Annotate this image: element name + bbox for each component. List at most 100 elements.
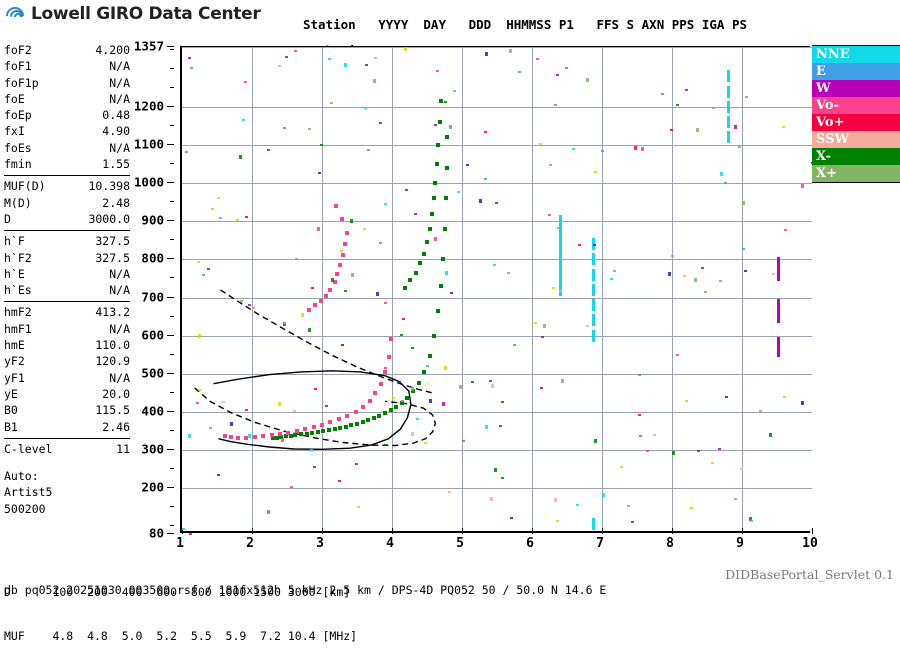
servlet-version: DIDBasePortal_Servlet 0.1 xyxy=(725,567,894,582)
noise-speckle xyxy=(411,347,415,350)
gridline-vertical xyxy=(252,47,253,534)
echo-point xyxy=(288,433,293,438)
noise-speckle xyxy=(449,291,453,294)
param-key: foF1p xyxy=(4,75,39,90)
echo-point xyxy=(261,434,266,439)
echo-point xyxy=(311,425,316,430)
x-tick-major xyxy=(602,528,603,534)
echo-point xyxy=(283,434,288,439)
noise-speckle xyxy=(344,290,348,293)
noise-speckle xyxy=(586,325,590,328)
param-key: foEp xyxy=(4,108,32,123)
echo-point xyxy=(433,181,438,186)
noise-speckle xyxy=(244,215,248,218)
noise-speckle xyxy=(410,387,414,392)
param-row: h`F2 327.5 xyxy=(4,250,130,266)
legend-item-ssw[interactable]: SSW xyxy=(812,131,900,148)
noise-speckle xyxy=(560,379,564,384)
noise-speckle xyxy=(676,353,680,356)
noise-speckle xyxy=(572,148,576,151)
noise-speckle xyxy=(703,290,707,293)
noise-speckle xyxy=(742,201,746,206)
y-tick-label: 700 xyxy=(141,289,164,305)
noise-speckle xyxy=(462,440,466,443)
legend-item-e[interactable]: E xyxy=(812,63,900,80)
legend-item-x[interactable]: X+ xyxy=(812,165,900,182)
echo-point xyxy=(726,100,730,113)
echo-point xyxy=(776,257,780,270)
noise-speckle xyxy=(724,182,728,185)
echo-point xyxy=(303,427,308,432)
echo-point xyxy=(299,432,303,437)
noise-speckle xyxy=(539,142,543,145)
param-row: B1 2.46 xyxy=(4,419,130,435)
echo-point xyxy=(418,261,422,266)
noise-speckle xyxy=(324,405,328,408)
echo-point xyxy=(229,435,233,440)
echo-point xyxy=(345,230,350,235)
noise-speckle xyxy=(436,69,440,72)
noise-speckle xyxy=(512,343,516,346)
noise-speckle xyxy=(613,269,617,272)
echo-point xyxy=(422,251,427,256)
noise-speckle xyxy=(738,146,742,149)
echo-point xyxy=(293,433,298,438)
echo-point xyxy=(341,252,345,257)
noise-speckle xyxy=(423,441,427,444)
echo-point xyxy=(432,333,436,338)
echo-point xyxy=(429,211,434,216)
echo-point xyxy=(318,298,323,303)
echo-point xyxy=(336,417,341,422)
echo-point xyxy=(320,422,324,427)
legend-item-vo[interactable]: Vo- xyxy=(812,97,900,114)
param-key: foEs xyxy=(4,140,32,155)
legend-item-vo[interactable]: Vo+ xyxy=(812,114,900,131)
y-tick-label: 800 xyxy=(141,250,164,266)
y-tick-minor xyxy=(170,277,174,278)
echo-point xyxy=(592,314,596,327)
noise-speckle xyxy=(719,279,723,282)
noise-speckle xyxy=(443,101,447,104)
noise-speckle xyxy=(660,92,664,95)
noise-speckle xyxy=(578,243,582,246)
echo-point xyxy=(726,70,730,83)
noise-speckle xyxy=(188,57,191,60)
legend-item-w[interactable]: W xyxy=(812,80,900,97)
noise-speckle xyxy=(585,77,589,82)
noise-speckle xyxy=(222,401,226,404)
legend-item-nne[interactable]: NNE xyxy=(812,46,900,63)
y-tick-major xyxy=(167,411,174,412)
echo-point xyxy=(307,307,312,312)
noise-speckle xyxy=(411,431,415,436)
echo-point xyxy=(275,435,280,440)
noise-speckle xyxy=(433,237,437,242)
gridline-horizontal xyxy=(182,259,812,260)
noise-speckle xyxy=(285,56,289,59)
noise-speckle xyxy=(413,212,417,215)
x-tick-major xyxy=(462,528,463,534)
param-key: C-level xyxy=(4,441,53,456)
echo-point xyxy=(394,405,399,409)
param-key: h`E xyxy=(4,266,25,281)
noise-speckle xyxy=(668,271,672,276)
noise-speckle xyxy=(602,493,606,498)
param-row: MUF(D) 10.398 xyxy=(4,178,130,194)
param-value: 20.0 xyxy=(102,386,130,401)
y-tick-label: 400 xyxy=(141,403,164,419)
noise-speckle xyxy=(484,177,488,180)
y-tick-major xyxy=(167,335,174,336)
noise-speckle xyxy=(365,64,369,67)
echo-point xyxy=(236,435,240,440)
echo-point xyxy=(271,436,275,441)
noise-speckle xyxy=(400,400,404,403)
echo-point xyxy=(343,424,348,429)
legend-item-x[interactable]: X- xyxy=(812,148,900,165)
noise-speckle xyxy=(202,273,206,276)
echo-point xyxy=(413,270,418,275)
ionogram-plot-area[interactable] xyxy=(180,46,814,536)
noise-speckle xyxy=(195,402,199,405)
noise-speckle xyxy=(182,528,186,531)
echo-point xyxy=(437,120,442,125)
y-tick-label: 80 xyxy=(148,525,164,541)
noise-speckle xyxy=(243,81,247,84)
